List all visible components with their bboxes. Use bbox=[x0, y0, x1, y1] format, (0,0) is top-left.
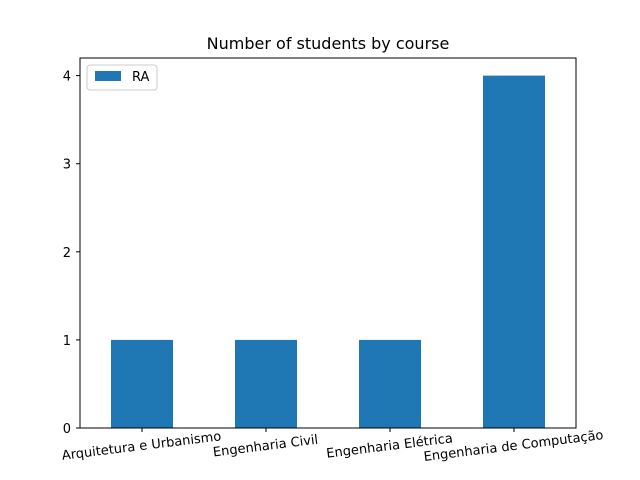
bar-1 bbox=[235, 339, 297, 428]
bar-0 bbox=[111, 339, 173, 428]
legend-label: RA bbox=[132, 70, 150, 85]
y-tick-label-0: 0 bbox=[63, 422, 71, 437]
plot-area-frame bbox=[79, 57, 577, 429]
chart-title: Number of students by course bbox=[207, 34, 450, 53]
y-tick-label-3: 3 bbox=[63, 158, 71, 173]
bar-2 bbox=[359, 339, 421, 428]
y-tick-label-1: 1 bbox=[63, 334, 71, 349]
bars-layer bbox=[111, 75, 545, 428]
bar-3 bbox=[483, 75, 545, 428]
legend: RA bbox=[86, 64, 158, 91]
legend-swatch bbox=[95, 71, 121, 81]
y-tick-label-4: 4 bbox=[63, 70, 71, 85]
y-tick-label-2: 2 bbox=[63, 246, 71, 261]
